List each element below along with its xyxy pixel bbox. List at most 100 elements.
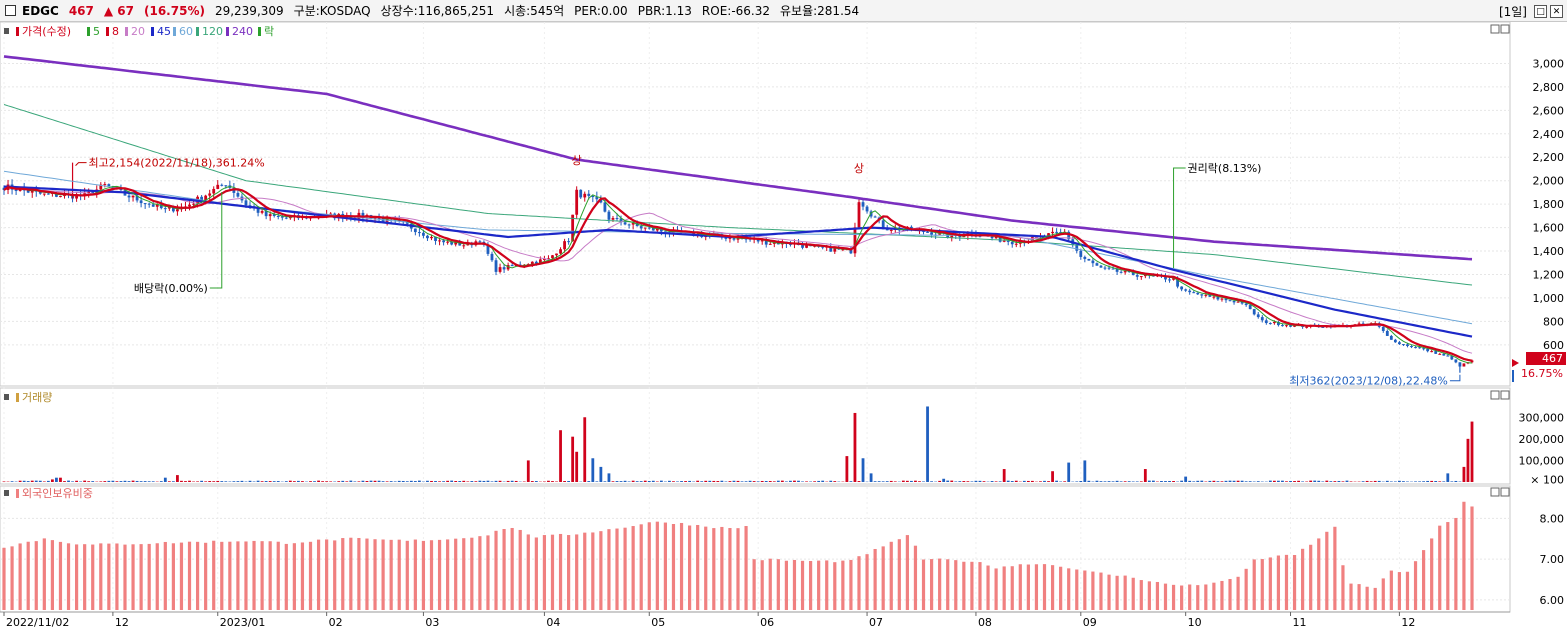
volume-bar [1127, 481, 1131, 482]
foreign-bar [389, 539, 393, 610]
foreign-bar [607, 529, 611, 610]
volume-bar [1398, 480, 1401, 482]
select-checkbox[interactable] [5, 5, 16, 16]
volume-bar [486, 480, 490, 482]
foreign-bar [857, 556, 861, 610]
foreign-bar [284, 543, 288, 610]
volume-bar [942, 478, 946, 482]
volume-bar [1256, 481, 1260, 482]
pane-close-icon[interactable] [1500, 487, 1510, 497]
volume-bar [373, 480, 377, 482]
candle-body [1398, 342, 1401, 345]
volume-bar [1313, 480, 1317, 482]
volume-bar [1268, 480, 1272, 482]
volume-bar [1333, 481, 1337, 482]
candle-body [1446, 355, 1450, 357]
volume-bar [910, 480, 913, 482]
candle-body [724, 236, 728, 239]
pane-max-icon[interactable] [1490, 24, 1500, 34]
volume-bar [829, 480, 833, 482]
candle-body [1248, 305, 1252, 310]
candle-body [1240, 301, 1244, 304]
foreign-bar [220, 541, 224, 610]
foreign-bar [163, 541, 167, 610]
foreign-bar [155, 543, 159, 610]
pane-close-icon[interactable] [1500, 390, 1510, 400]
volume-bar [313, 481, 316, 482]
volume-bar [1039, 481, 1042, 482]
volume-bar [119, 481, 123, 482]
volume-bar [151, 481, 155, 482]
legend-toggle-icon[interactable] [4, 490, 9, 496]
pane-max-icon[interactable] [1490, 390, 1500, 400]
candle-body [950, 234, 954, 238]
volume-bar [401, 480, 405, 482]
volume-bar [30, 480, 34, 482]
candle-body [534, 261, 538, 264]
candle-body [1099, 265, 1103, 268]
volume-bar [797, 480, 800, 482]
volume-bar [143, 481, 147, 482]
volume-bar [700, 481, 704, 482]
candle-body [438, 240, 441, 242]
volume-bar [873, 481, 877, 482]
volume-bar [1248, 481, 1252, 482]
volume-bar [1115, 480, 1119, 482]
candle-body [1115, 268, 1119, 272]
volume-bar [10, 481, 14, 482]
volume-bar [248, 480, 252, 482]
volume-bar [240, 480, 244, 482]
low-pointer [1449, 374, 1461, 382]
volume-bar [922, 481, 925, 482]
price-tick-label: 1,800 [1533, 198, 1565, 211]
volume-bar [413, 481, 417, 482]
close-icon[interactable]: ✕ [1550, 5, 1563, 18]
market-cap: 시총:545억 [504, 4, 565, 18]
legend-toggle-icon[interactable] [4, 394, 9, 400]
candle-body [30, 190, 34, 193]
pane-close-icon[interactable] [1500, 24, 1510, 34]
candle-body [417, 232, 421, 234]
foreign-bar [784, 560, 788, 610]
candle-body [599, 199, 603, 203]
candle-body [889, 229, 893, 231]
x-tick-label: 2023/01 [220, 616, 266, 629]
candle-body [1224, 298, 1228, 301]
volume-bar [1402, 481, 1405, 482]
volume-bar [748, 480, 752, 482]
candle-body [135, 195, 139, 201]
candle-body [260, 211, 264, 213]
volume-bar [514, 480, 518, 482]
maximize-icon[interactable]: □ [1534, 5, 1547, 18]
candle-body [1381, 326, 1385, 331]
pane-buttons [1490, 24, 1510, 497]
foreign-bar [1018, 564, 1022, 610]
pane-max-icon[interactable] [1490, 487, 1500, 497]
volume-bar [1131, 481, 1135, 482]
foreign-bar [1333, 526, 1337, 610]
period-selector[interactable]: [1일] [1498, 5, 1527, 19]
volume-bar [329, 481, 333, 482]
volume-bar [349, 480, 353, 482]
volume-bar [905, 480, 909, 482]
volume-bar [50, 479, 54, 482]
volume-bar [857, 481, 861, 482]
candle-body [611, 218, 615, 220]
foreign-bar [99, 543, 103, 610]
foreign-bar [1389, 570, 1393, 610]
price-tick-label: 2,000 [1533, 175, 1565, 188]
legend-toggle-icon[interactable] [4, 28, 9, 34]
candle-body [442, 240, 445, 243]
candle-body [1083, 256, 1087, 259]
candle-body [627, 224, 631, 226]
legend-ma45-swatch [151, 27, 154, 36]
x-tick-label: 05 [651, 616, 665, 629]
candle-body [268, 214, 272, 217]
volume-bar [958, 481, 962, 482]
volume-bar [1232, 480, 1236, 482]
volume-bar [1099, 481, 1103, 482]
foreign-tick-label: 7.00 [1540, 553, 1565, 566]
candle-body [131, 195, 135, 198]
foreign-bar [1365, 586, 1369, 610]
candle-body [256, 208, 260, 213]
